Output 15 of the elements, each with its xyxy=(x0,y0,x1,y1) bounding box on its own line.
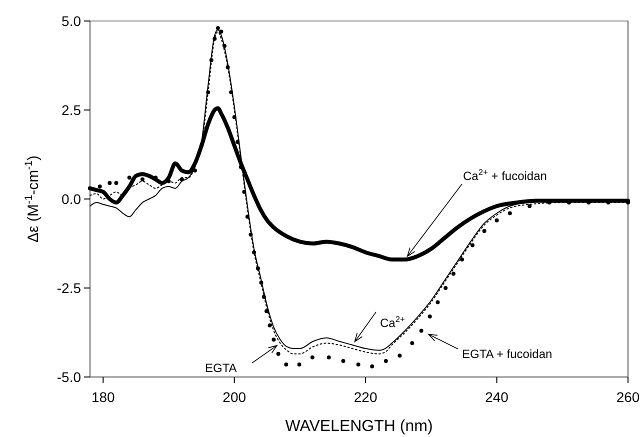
x-tick-label: 260 xyxy=(616,389,640,405)
x-axis-title: WAVELENGTH (nm) xyxy=(285,418,433,435)
text: EGTA xyxy=(205,361,237,375)
y-tick-label: 5.0 xyxy=(62,12,82,29)
series-label: Ca$^{2+}$ + fucoidan xyxy=(463,167,547,183)
y-tick-label: 2.5 xyxy=(62,102,82,118)
x-tick-label: 200 xyxy=(222,389,246,405)
y-tick-label: 0.0 xyxy=(62,190,82,207)
x-tick-label: 240 xyxy=(485,389,509,405)
x-tick-label: 180 xyxy=(91,389,116,405)
series-label: Ca$^{2+}$ xyxy=(380,314,405,330)
text: EGTA + fucoidan xyxy=(462,347,552,361)
x-tick-label: 220 xyxy=(354,389,378,405)
y-tick-label: -5.0 xyxy=(56,368,82,385)
y-tick-label: -2.5 xyxy=(56,280,82,296)
